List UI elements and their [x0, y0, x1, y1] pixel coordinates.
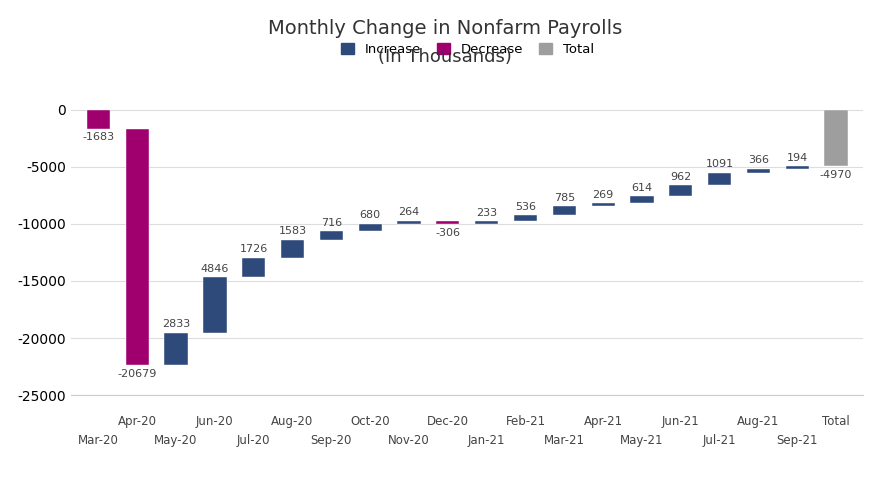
Bar [320, 231, 343, 240]
Text: Jul-20: Jul-20 [237, 434, 271, 447]
Text: -1683: -1683 [82, 132, 115, 142]
Text: May-20: May-20 [154, 434, 198, 447]
Bar [165, 333, 188, 365]
Text: 269: 269 [593, 190, 614, 200]
Text: Jan-21: Jan-21 [468, 434, 506, 447]
Text: Nov-20: Nov-20 [388, 434, 430, 447]
Text: 680: 680 [360, 210, 381, 220]
Text: 1583: 1583 [279, 226, 306, 236]
Text: Total: Total [822, 415, 850, 428]
Bar [86, 109, 110, 129]
Bar [553, 206, 576, 215]
Legend: Increase, Decrease, Total: Increase, Decrease, Total [336, 38, 599, 61]
Text: Dec-20: Dec-20 [427, 415, 469, 428]
Bar [786, 166, 809, 169]
Bar [592, 203, 615, 206]
Text: (In Thousands): (In Thousands) [378, 48, 512, 66]
Text: Jun-21: Jun-21 [662, 415, 700, 428]
Text: 962: 962 [670, 172, 692, 182]
Text: May-21: May-21 [620, 434, 664, 447]
Text: Sep-21: Sep-21 [777, 434, 818, 447]
Bar [359, 224, 382, 231]
Text: Monthly Change in Nonfarm Payrolls: Monthly Change in Nonfarm Payrolls [268, 19, 622, 38]
Text: -20679: -20679 [117, 369, 157, 378]
Bar [514, 215, 538, 221]
Text: -306: -306 [435, 228, 460, 238]
Bar [281, 240, 304, 258]
Text: Feb-21: Feb-21 [506, 415, 546, 428]
Text: Sep-20: Sep-20 [311, 434, 352, 447]
Text: 366: 366 [748, 155, 769, 165]
Bar [475, 221, 498, 224]
Bar [630, 196, 653, 203]
Bar [203, 277, 227, 333]
Text: Aug-20: Aug-20 [271, 415, 313, 428]
Text: Jun-20: Jun-20 [196, 415, 234, 428]
Bar [242, 258, 265, 277]
Text: Jul-21: Jul-21 [703, 434, 736, 447]
Text: 264: 264 [399, 207, 419, 217]
Bar [708, 173, 732, 185]
Text: Mar-21: Mar-21 [544, 434, 585, 447]
Text: -4970: -4970 [820, 170, 853, 180]
Text: Oct-20: Oct-20 [351, 415, 390, 428]
Text: Mar-20: Mar-20 [78, 434, 119, 447]
Text: Apr-20: Apr-20 [117, 415, 157, 428]
Bar [397, 221, 421, 224]
Text: 2833: 2833 [162, 319, 190, 329]
Bar [125, 129, 149, 365]
Text: 716: 716 [320, 218, 342, 228]
Text: Apr-21: Apr-21 [584, 415, 623, 428]
Text: 614: 614 [631, 183, 652, 193]
Text: 536: 536 [515, 202, 536, 212]
Bar [824, 109, 848, 166]
Text: 1726: 1726 [239, 244, 268, 254]
Bar [436, 221, 459, 224]
Bar [747, 169, 770, 173]
Bar [669, 185, 692, 196]
Text: 785: 785 [554, 193, 575, 203]
Text: Aug-21: Aug-21 [737, 415, 780, 428]
Text: 194: 194 [787, 153, 808, 163]
Text: 1091: 1091 [706, 160, 733, 169]
Text: 4846: 4846 [200, 264, 229, 274]
Text: 233: 233 [476, 208, 498, 218]
